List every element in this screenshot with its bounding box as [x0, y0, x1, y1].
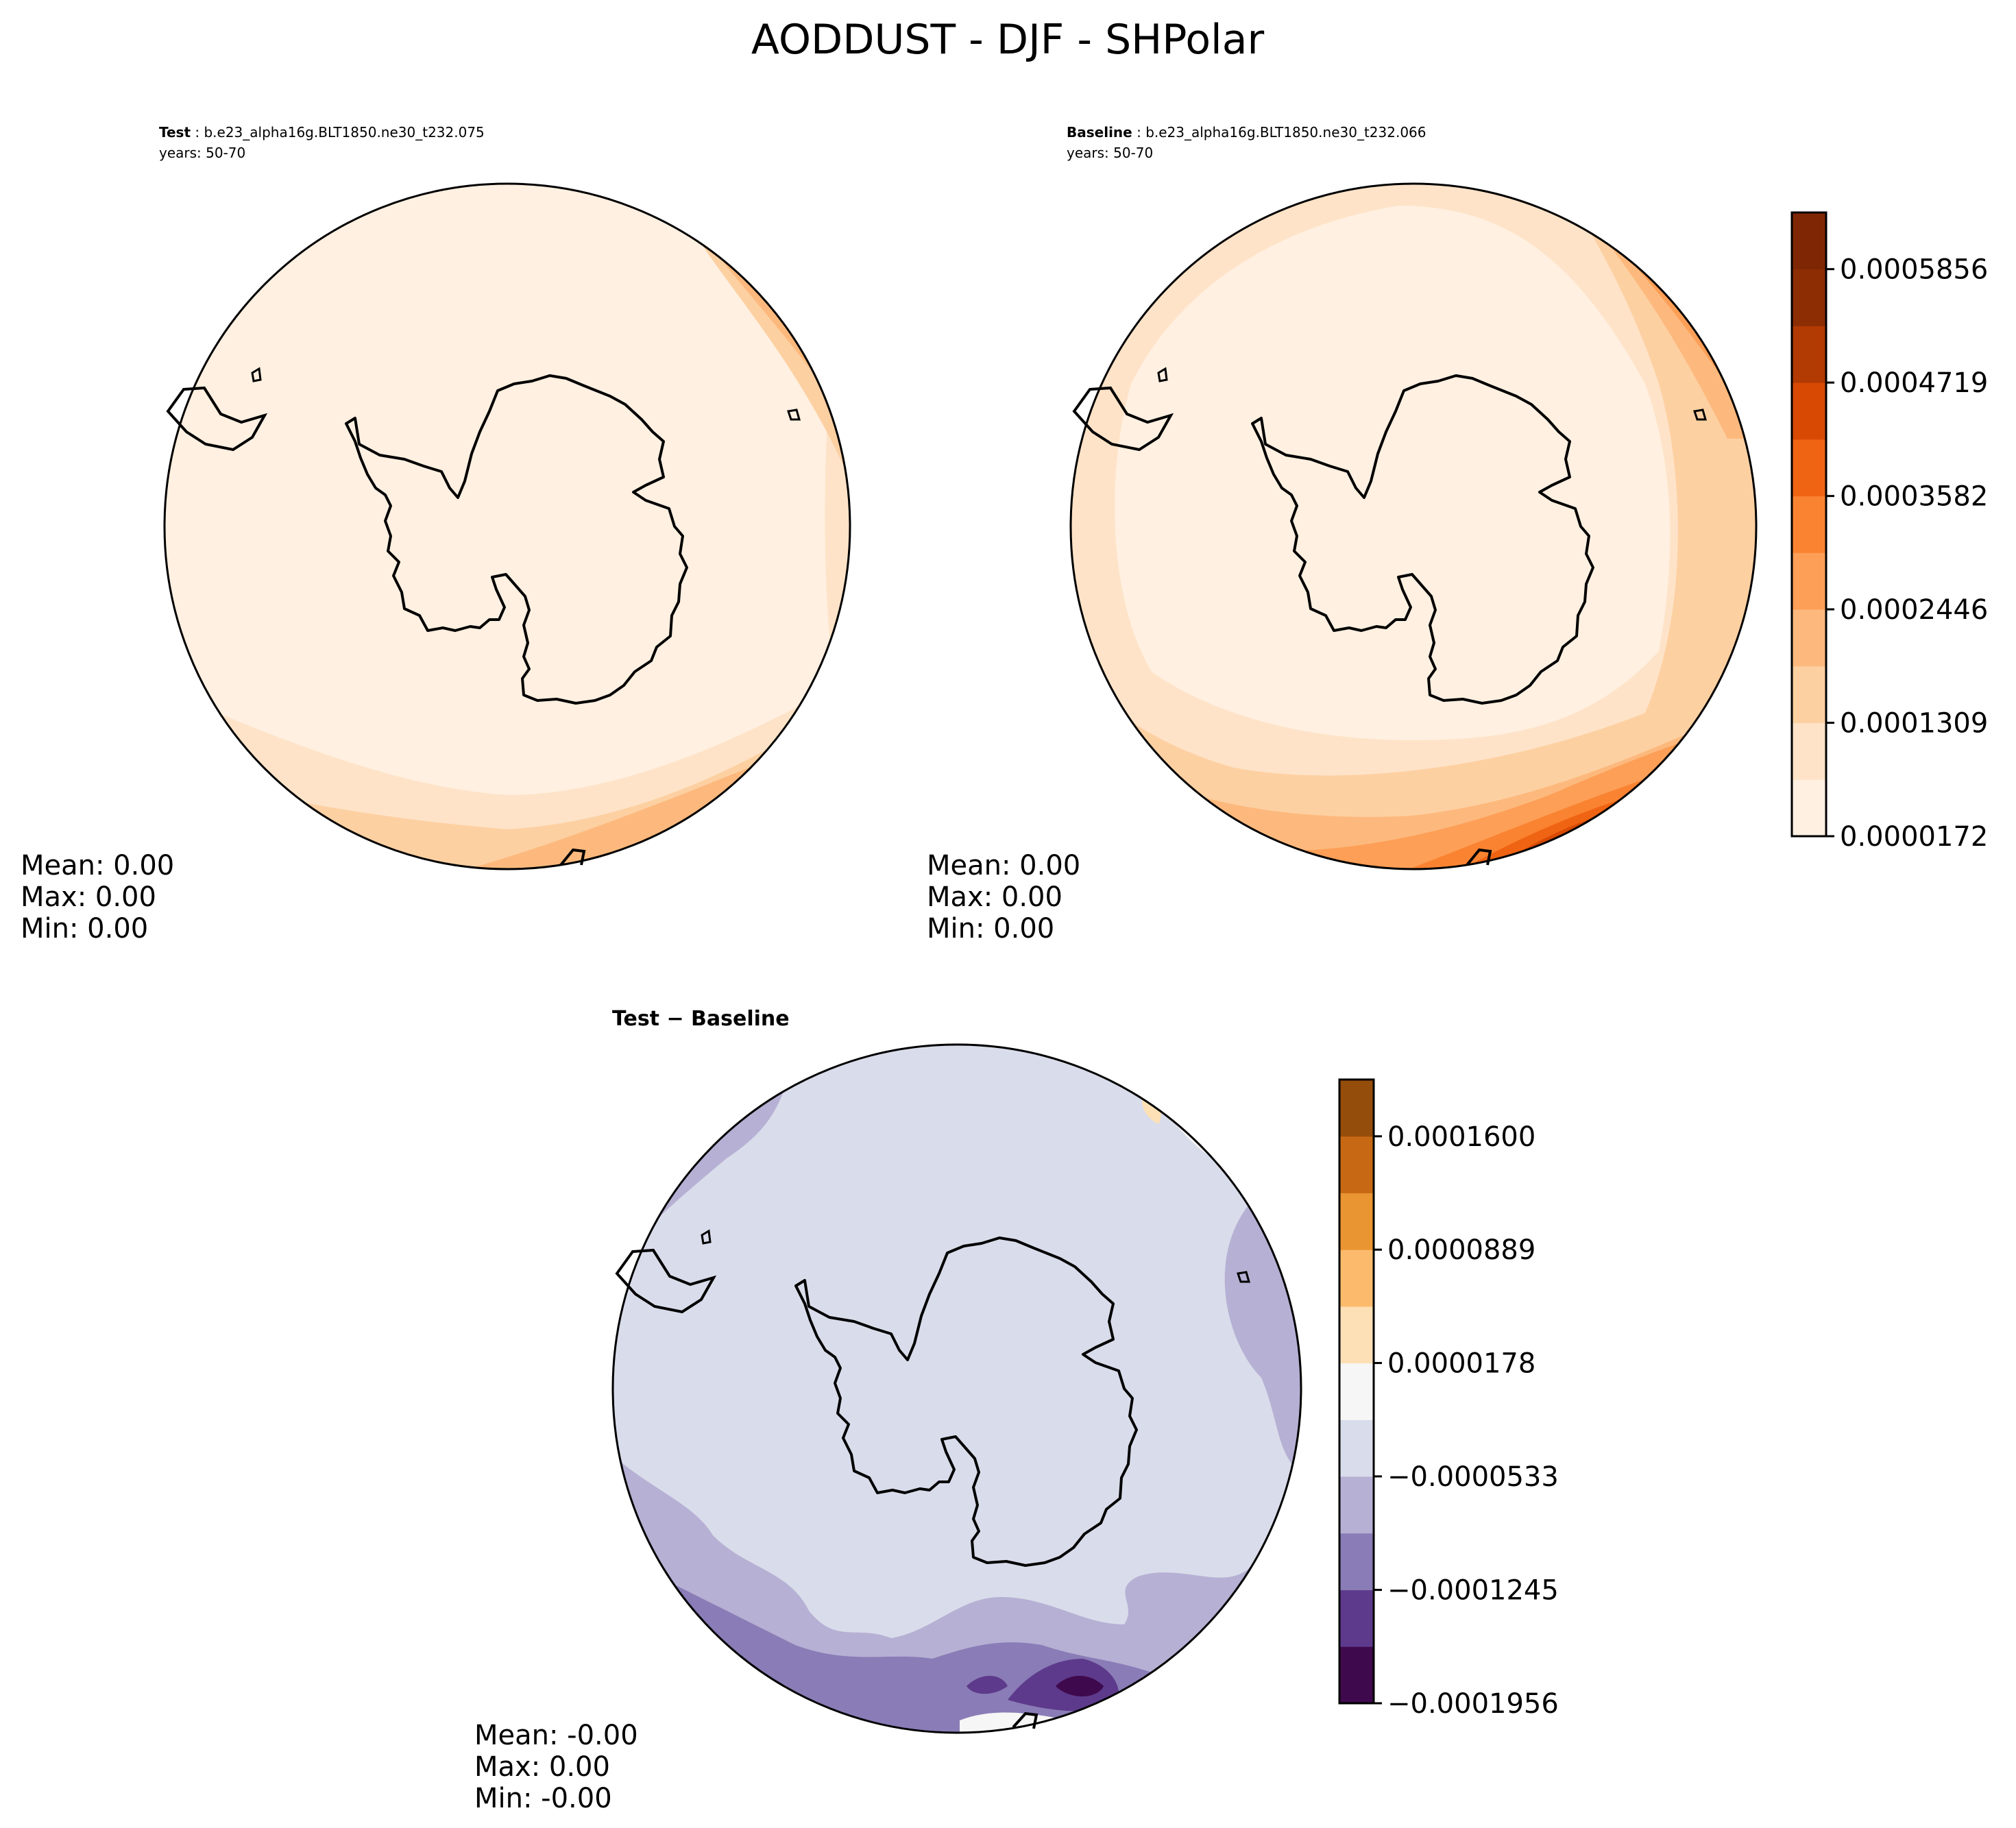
baseline-colorbar-block	[1792, 496, 1826, 553]
diff-south-america-coast	[615, 1248, 717, 1314]
diff-panel-label: Test − Baseline	[612, 1007, 790, 1031]
baseline-colorbar-tick-label: 0.0003582	[1840, 481, 1988, 513]
baseline-colorbar-tick-label: 0.0004719	[1840, 367, 1988, 399]
diff-colorbar-block	[1339, 1080, 1374, 1137]
baseline-colorbar-block	[1792, 382, 1826, 440]
diff-colorbar-block	[1339, 1589, 1374, 1647]
baseline-colorbar-block	[1792, 779, 1826, 837]
diff-colorbar-tick-label: 0.0001600	[1387, 1121, 1535, 1153]
diff-colorbar-tick-label: −0.0000533	[1387, 1461, 1559, 1493]
baseline-panel: Baseline : b.e23_alpha16g.BLT1850.ne30_t…	[927, 124, 1988, 945]
diff-band-5-south	[960, 1712, 1069, 1733]
test-south-america-coast	[166, 386, 268, 452]
diff-colorbar-block	[1339, 1363, 1374, 1420]
diff-colorbar-block	[1339, 1250, 1374, 1307]
diff-stat-min: Min: -0.00	[474, 1783, 612, 1814]
baseline-colorbar-blocks	[1792, 212, 1826, 837]
baseline-colorbar-tick-label: 0.0001309	[1840, 708, 1988, 740]
test-panel: Test : b.e23_alpha16g.BLT1850.ne30_t232.…	[21, 124, 851, 945]
test-panel-label: Test : b.e23_alpha16g.BLT1850.ne30_t232.…	[159, 124, 485, 141]
baseline-colorbar-tick-label: 0.0000172	[1840, 821, 1988, 853]
baseline-colorbar-tick-label: 0.0005856	[1840, 254, 1988, 286]
baseline-colorbar-block	[1792, 439, 1826, 497]
diff-island-east	[1237, 1271, 1250, 1283]
baseline-stats: Mean: 0.00 Max: 0.00 Min: 0.00	[927, 850, 1080, 945]
test-stats: Mean: 0.00 Max: 0.00 Min: 0.00	[21, 850, 174, 945]
baseline-band-2	[1071, 184, 1756, 869]
baseline-colorbar-block	[1792, 326, 1826, 383]
test-falkland-islands	[251, 367, 262, 382]
diff-colorbar-tick-label: 0.0000889	[1387, 1234, 1535, 1266]
test-years-label: years: 50-70	[159, 145, 245, 161]
diff-colorbar-block	[1339, 1193, 1374, 1250]
diff-colorbar-block	[1339, 1476, 1374, 1534]
diff-stats: Mean: -0.00 Max: 0.00 Min: -0.00	[474, 1720, 638, 1814]
diff-colorbar-ticks: −0.0001956 −0.0001245 −0.0000533 0.0000178 0…	[1374, 1121, 1559, 1720]
baseline-stat-max: Max: 0.00	[927, 881, 1062, 913]
baseline-label-bold: Baseline	[1067, 124, 1132, 141]
test-label-case: : b.e23_alpha16g.BLT1850.ne30_t232.075	[191, 124, 485, 141]
baseline-map	[1071, 184, 1756, 869]
diff-band-0	[1056, 1676, 1104, 1696]
baseline-stat-mean: Mean: 0.00	[927, 850, 1080, 881]
diff-colorbar-block	[1339, 1533, 1374, 1591]
baseline-south-america-coast	[1072, 386, 1174, 452]
baseline-map-border	[1069, 182, 1758, 870]
baseline-band-9	[1529, 833, 1756, 869]
baseline-label-case: : b.e23_alpha16g.BLT1850.ne30_t232.066	[1132, 124, 1426, 141]
diff-stat-mean: Mean: -0.00	[474, 1720, 638, 1751]
baseline-falkland-islands	[1157, 367, 1168, 382]
diff-stat-max: Max: 0.00	[474, 1751, 610, 1783]
baseline-south-coast	[1466, 848, 1492, 866]
diff-colorbar-frame	[1338, 1078, 1375, 1705]
test-island-east	[787, 409, 801, 421]
test-label-bold: Test	[159, 124, 191, 141]
diff-colorbar-tick-label: −0.0001956	[1387, 1688, 1559, 1720]
diff-south-coast	[1012, 1711, 1039, 1729]
baseline-colorbar-block	[1792, 212, 1826, 270]
diff-colorbar: −0.0001956 −0.0001245 −0.0000533 0.0000178 0…	[1338, 1078, 1559, 1720]
test-map-border	[163, 182, 851, 870]
diff-colorbar-blocks	[1339, 1080, 1374, 1704]
diff-colorbar-block	[1339, 1136, 1374, 1193]
baseline-colorbar-block	[1792, 269, 1826, 326]
test-map	[165, 184, 850, 869]
diff-colorbar-block	[1339, 1646, 1374, 1704]
baseline-colorbar-frame	[1790, 211, 1827, 838]
diff-map-border	[611, 1043, 1302, 1734]
baseline-colorbar-block	[1792, 609, 1826, 667]
test-stat-min: Min: 0.00	[21, 913, 148, 945]
baseline-colorbar: 0.0000172 0.0001309 0.0002446 0.0003582 0.00…	[1790, 211, 1988, 853]
baseline-colorbar-ticks: 0.0000172 0.0001309 0.0002446 0.0003582 0.00…	[1826, 254, 1988, 853]
diff-colorbar-tick-label: −0.0001245	[1387, 1575, 1559, 1607]
diff-map	[613, 1045, 1301, 1733]
baseline-colorbar-block	[1792, 666, 1826, 724]
diff-colorbar-tick-label: 0.0000178	[1387, 1348, 1535, 1380]
diff-falkland-islands	[701, 1229, 712, 1245]
baseline-colorbar-block	[1792, 722, 1826, 780]
diff-colorbar-block	[1339, 1306, 1374, 1364]
diff-panel: Test − Baseline Mean: -0.00 Max: 0.00 Mi…	[474, 1007, 1559, 1814]
baseline-years-label: years: 50-70	[1067, 145, 1153, 161]
baseline-band-0	[1115, 206, 1671, 740]
baseline-island-east	[1693, 409, 1707, 421]
diff-band-1b	[967, 1676, 1008, 1694]
test-south-coast	[559, 848, 586, 866]
diff-colorbar-block	[1339, 1419, 1374, 1477]
test-stat-mean: Mean: 0.00	[21, 850, 174, 881]
test-stat-max: Max: 0.00	[21, 881, 156, 913]
baseline-panel-label: Baseline : b.e23_alpha16g.BLT1850.ne30_t…	[1067, 124, 1426, 141]
baseline-stat-min: Min: 0.00	[927, 913, 1054, 945]
figure-title: AODDUST - DJF - SHPolar	[751, 16, 1265, 64]
baseline-colorbar-tick-label: 0.0002446	[1840, 594, 1988, 626]
baseline-colorbar-block	[1792, 552, 1826, 610]
